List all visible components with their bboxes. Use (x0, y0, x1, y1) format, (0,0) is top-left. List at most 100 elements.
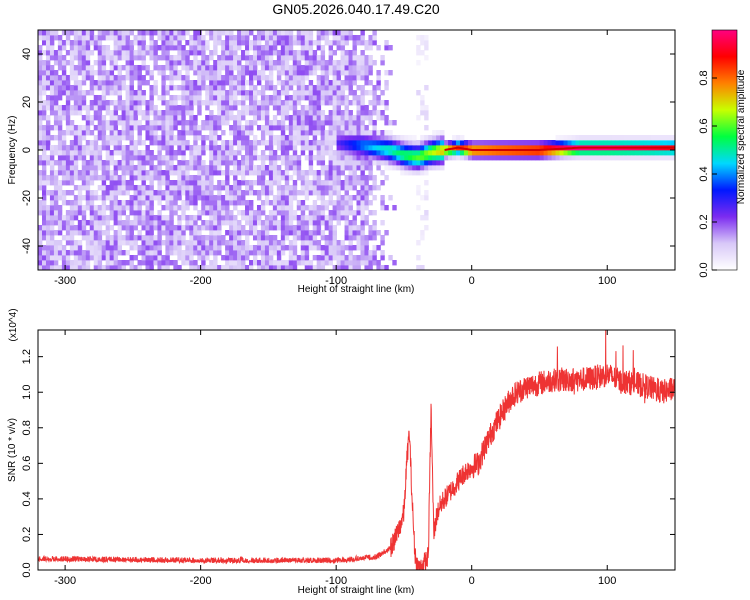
heatmap-cell (316, 75, 322, 81)
heatmap-cell (380, 160, 385, 166)
heatmap-cell (304, 60, 310, 66)
heatmap-cell (420, 140, 425, 146)
heatmap-cell (189, 190, 194, 196)
heatmap-cell (185, 55, 190, 61)
heatmap-cell (444, 155, 449, 161)
heatmap-cell (41, 105, 47, 111)
heatmap-cell (340, 260, 345, 266)
heatmap-cell (61, 85, 67, 91)
heatmap-cell (161, 240, 166, 246)
heatmap-cell (197, 130, 202, 136)
heatmap-cell (57, 105, 63, 111)
heatmap-cell (61, 145, 67, 151)
heatmap-cell (53, 245, 59, 251)
heatmap-cell (380, 250, 385, 256)
heatmap-cell (408, 155, 413, 161)
heatmap-cell (272, 120, 278, 126)
heatmap-cell (408, 165, 413, 171)
heatmap-cell (467, 140, 473, 146)
heatmap-cell (97, 95, 103, 101)
heatmap-cell (324, 95, 330, 101)
heatmap-cell (280, 240, 286, 246)
heatmap-cell (149, 245, 154, 251)
heatmap-cell (304, 230, 310, 236)
heatmap-cell (209, 190, 214, 196)
heatmap-cell (292, 260, 298, 266)
heatmap-cell (264, 65, 270, 71)
heatmap-cell (45, 220, 51, 226)
heatmap-cell (165, 170, 170, 176)
heatmap-cell (288, 175, 294, 181)
heatmap-cell (61, 40, 67, 46)
heatmap-cell (368, 225, 373, 231)
y-tick-label: 40 (21, 48, 33, 60)
heatmap-cell (213, 210, 218, 216)
heatmap-cell (57, 90, 63, 96)
heatmap-cell (511, 155, 517, 161)
heatmap-cell (332, 85, 337, 91)
heatmap-cell (324, 100, 330, 106)
heatmap-cell (205, 60, 210, 66)
heatmap-cell (177, 220, 182, 226)
colorbar-tick-label: 0.2 (698, 214, 710, 229)
heatmap-cell (256, 170, 262, 176)
heatmap-cell (149, 230, 154, 236)
heatmap-cell (101, 200, 107, 206)
heatmap-cell (89, 245, 95, 251)
heatmap-cell (137, 195, 142, 201)
heatmap-cell (133, 210, 138, 216)
heatmap-cell (328, 60, 334, 66)
heatmap-cell (340, 205, 345, 211)
heatmap-cell (376, 145, 381, 151)
heatmap-cell (237, 200, 242, 206)
heatmap-cell (264, 125, 270, 131)
heatmap-cell (93, 115, 99, 121)
heatmap-cell (81, 180, 87, 186)
heatmap-cell (133, 190, 138, 196)
heatmap-cell (452, 140, 457, 146)
heatmap-cell (356, 200, 361, 206)
heatmap-cell (408, 160, 413, 166)
heatmap-cell (304, 195, 310, 201)
heatmap-cell (336, 125, 341, 131)
heatmap-cell (456, 150, 461, 156)
heatmap-cell (145, 225, 150, 231)
heatmap-cell (260, 45, 266, 51)
heatmap-cell (328, 100, 334, 106)
heatmap-cell (117, 95, 123, 101)
heatmap-cell (276, 105, 282, 111)
heatmap-cell (340, 140, 345, 146)
heatmap-cell (221, 180, 226, 186)
heatmap-cell (384, 70, 389, 76)
heatmap-cell (260, 150, 266, 156)
heatmap-cell (340, 35, 345, 41)
heatmap-cell (332, 135, 337, 141)
heatmap-cell (173, 55, 178, 61)
heatmap-cell (93, 60, 99, 66)
heatmap-cell (237, 255, 242, 261)
heatmap-cell (93, 220, 99, 226)
heatmap-cell (217, 80, 222, 86)
heatmap-cell (328, 155, 334, 161)
heatmap-cell (41, 115, 47, 121)
heatmap-cell (185, 70, 190, 76)
heatmap-cell (360, 250, 365, 256)
heatmap-cell (201, 265, 206, 270)
heatmap-cell (61, 235, 67, 241)
spectrogram-ylabel: Frequency (Hz) (7, 116, 18, 185)
heatmap-cell (229, 125, 234, 131)
heatmap-cell (145, 205, 150, 211)
heatmap-cell (280, 125, 286, 131)
heatmap-cell (344, 110, 349, 116)
heatmap-cell (149, 205, 154, 211)
heatmap-cell (105, 185, 111, 191)
heatmap-cell (165, 180, 170, 186)
heatmap-cell (73, 205, 79, 211)
heatmap-cell (452, 135, 457, 141)
heatmap-cell (93, 190, 99, 196)
heatmap-cell (316, 100, 322, 106)
heatmap-cell (308, 80, 314, 86)
heatmap-cell (320, 55, 326, 61)
heatmap-cell (280, 185, 286, 191)
heatmap-cell (356, 230, 361, 236)
